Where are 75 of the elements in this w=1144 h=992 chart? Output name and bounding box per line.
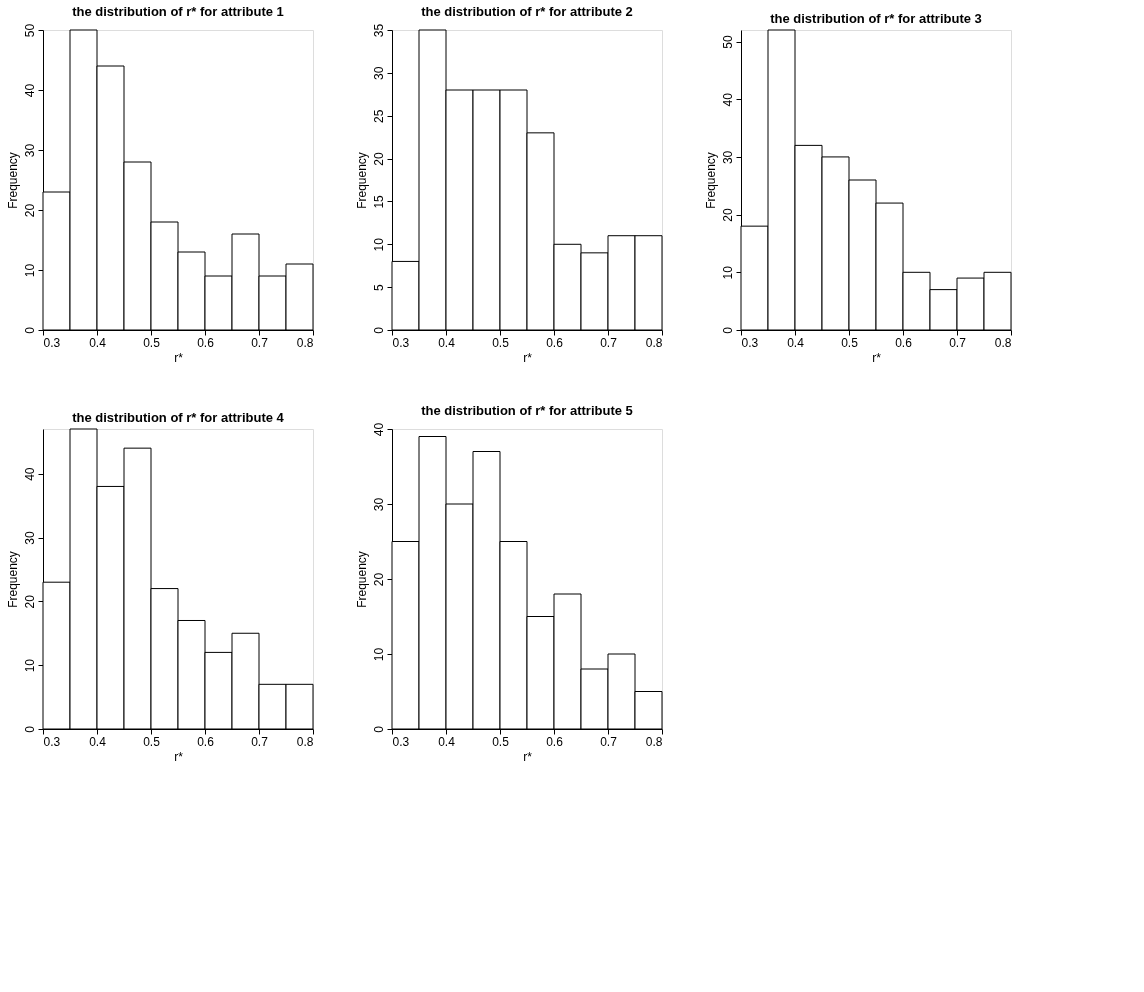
y-tick-label: 20 [22, 594, 37, 609]
x-tick-label: 0.7 [600, 734, 618, 749]
x-tick-label: 0.5 [492, 734, 510, 749]
chart-title: the distribution of r* for attribute 5 [421, 403, 633, 419]
chart-title: the distribution of r* for attribute 1 [72, 4, 284, 20]
x-tick-label: 0.7 [251, 335, 269, 350]
x-tick-label: 0.8 [296, 734, 314, 749]
x-tick-label: 0.8 [994, 335, 1012, 350]
y-tick-label: 40 [720, 92, 735, 107]
x-tick-label: 0.7 [600, 335, 618, 350]
x-tick-label: 0.8 [296, 335, 314, 350]
y-tick-label: 25 [371, 109, 386, 123]
chart-title: the distribution of r* for attribute 4 [72, 409, 285, 425]
y-tick-label: 40 [371, 422, 386, 437]
x-tick-label: 0.5 [841, 335, 859, 350]
chart-title: the distribution of r* for attribute 3 [770, 10, 982, 26]
x-axis-title: r* [523, 350, 533, 365]
x-tick-label: 0.6 [895, 335, 913, 350]
x-tick-label: 0.8 [645, 734, 663, 749]
y-tick-label: 20 [371, 152, 386, 166]
x-tick-label: 0.4 [438, 734, 456, 749]
y-tick-label: 0 [22, 326, 37, 334]
y-tick-label: 40 [22, 83, 37, 98]
y-tick-label: 0 [720, 326, 735, 334]
x-tick-label: 0.3 [392, 335, 410, 350]
y-axis-title: Frequency [703, 152, 718, 209]
x-tick-label: 0.3 [43, 734, 61, 749]
y-tick-label: 10 [720, 265, 735, 280]
y-tick-label: 30 [371, 66, 386, 81]
y-tick-label: 20 [720, 208, 735, 222]
y-tick-label: 35 [371, 23, 386, 38]
x-tick-label: 0.8 [645, 335, 663, 350]
x-tick-label: 0.3 [43, 335, 61, 350]
x-tick-label: 0.3 [392, 734, 410, 749]
y-tick-label: 15 [371, 194, 386, 209]
y-tick-label: 10 [22, 658, 37, 673]
chart-title: the distribution of r* for attribute 2 [421, 4, 633, 20]
x-tick-label: 0.5 [492, 335, 510, 350]
y-tick-label: 30 [371, 497, 386, 512]
x-tick-label: 0.7 [949, 335, 967, 350]
x-tick-label: 0.5 [143, 734, 161, 749]
y-tick-label: 0 [371, 725, 386, 733]
x-tick-label: 0.6 [546, 335, 564, 350]
x-tick-label: 0.6 [546, 734, 564, 749]
x-tick-label: 0.4 [787, 335, 805, 350]
y-tick-label: 20 [22, 203, 37, 218]
x-axis-title: r* [523, 749, 533, 764]
x-tick-label: 0.7 [251, 734, 269, 749]
x-axis-title: r* [872, 350, 882, 365]
y-tick-label: 10 [371, 237, 386, 252]
y-tick-label: 10 [22, 263, 37, 278]
x-axis-title: r* [174, 749, 184, 764]
x-tick-label: 0.5 [143, 335, 161, 350]
y-tick-label: 30 [22, 531, 37, 545]
y-tick-label: 40 [22, 467, 37, 481]
y-tick-label: 50 [720, 35, 735, 49]
y-tick-label: 30 [22, 143, 37, 158]
y-tick-label: 0 [22, 725, 37, 733]
x-tick-label: 0.4 [438, 335, 456, 350]
y-axis-title: Frequency [354, 551, 369, 608]
y-axis-title: Frequency [5, 152, 20, 209]
x-tick-label: 0.6 [197, 734, 215, 749]
y-axis-title: Frequency [354, 152, 369, 209]
y-axis-title: Frequency [5, 551, 20, 608]
y-tick-label: 50 [22, 23, 37, 38]
y-tick-label: 0 [371, 326, 386, 334]
y-tick-label: 30 [720, 150, 735, 165]
y-tick-label: 5 [371, 283, 386, 291]
y-tick-label: 20 [371, 572, 386, 587]
x-axis-title: r* [174, 350, 184, 365]
x-tick-label: 0.3 [741, 335, 759, 350]
x-tick-label: 0.4 [89, 335, 107, 350]
y-tick-label: 10 [371, 647, 386, 662]
x-tick-label: 0.4 [89, 734, 107, 749]
x-tick-label: 0.6 [197, 335, 215, 350]
